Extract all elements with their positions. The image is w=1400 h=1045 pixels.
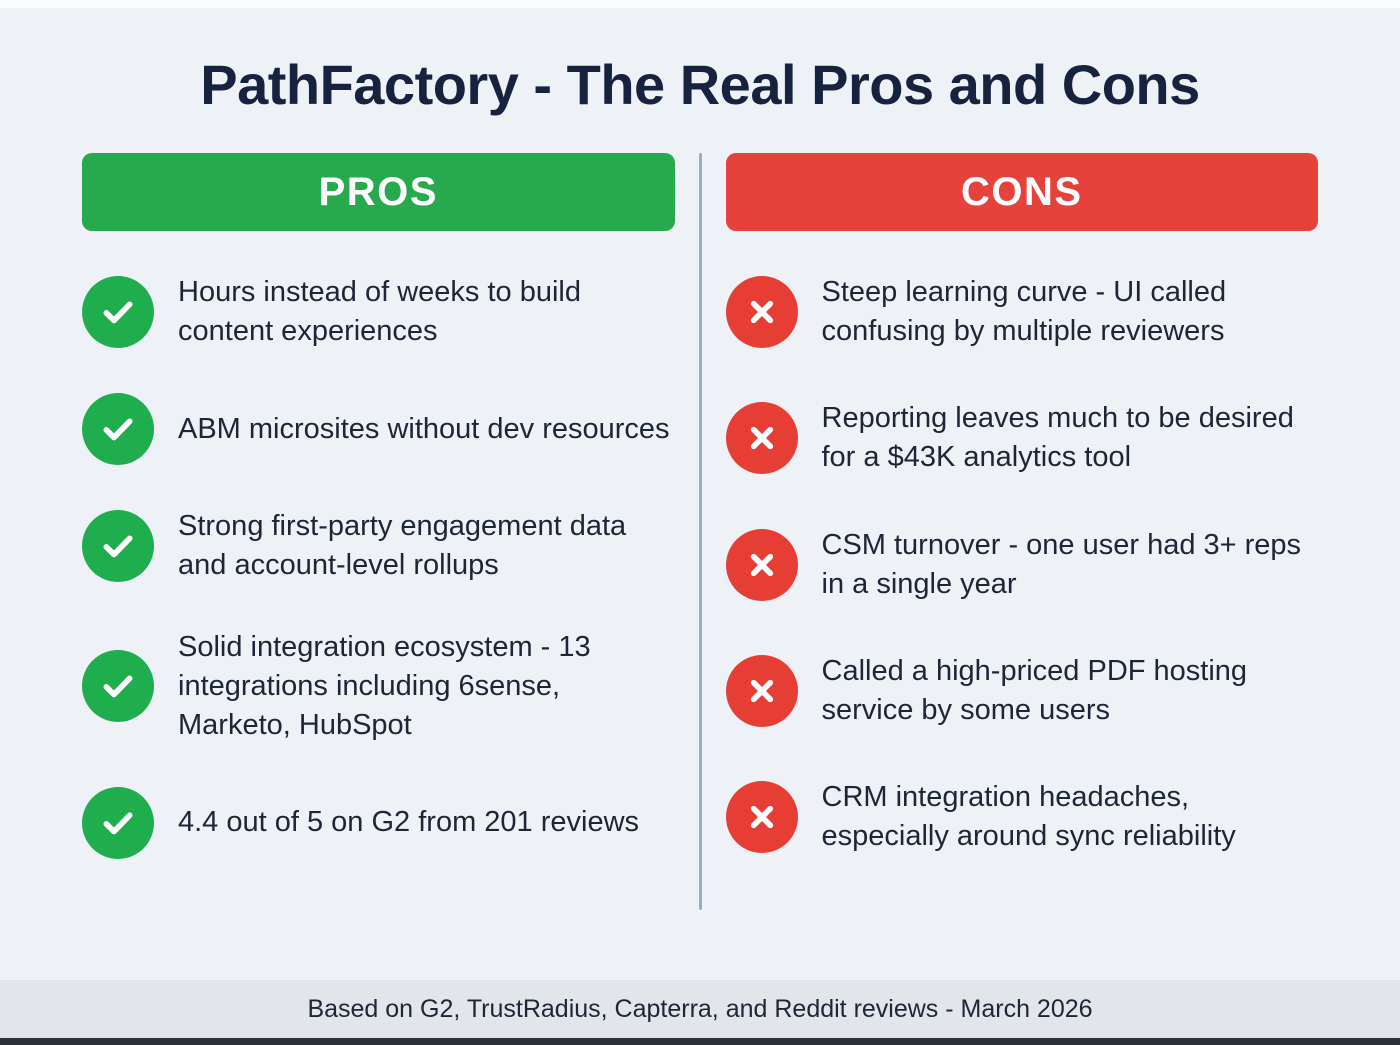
- comparison-columns: PROS Hours instead of weeks to build con…: [82, 153, 1318, 980]
- check-icon: [82, 510, 154, 583]
- x-icon: [725, 654, 798, 727]
- cons-list: Steep learning curve - UI called confusi…: [725, 273, 1319, 856]
- cons-item: Reporting leaves much to be desired for …: [725, 399, 1319, 477]
- column-divider: [698, 153, 702, 910]
- x-icon: [725, 402, 798, 475]
- cons-item: Called a high-priced PDF hosting service…: [725, 652, 1319, 730]
- pros-item-text: Strong first-party engagement data and a…: [178, 510, 627, 582]
- x-icon: [725, 276, 798, 349]
- cons-header: CONS: [725, 153, 1318, 231]
- cons-item-text: CRM integration headaches, especially ar…: [821, 781, 1236, 853]
- cons-item: CRM integration headaches, especially ar…: [725, 778, 1319, 856]
- pros-list: Hours instead of weeks to build content …: [82, 273, 675, 859]
- pros-column: PROS Hours instead of weeks to build con…: [82, 153, 675, 980]
- pros-item: ABM microsites without dev resources: [82, 393, 675, 466]
- page-title: PathFactory - The Real Pros and Cons: [200, 53, 1200, 116]
- footer-bar: Based on G2, TrustRadius, Capterra, and …: [0, 980, 1400, 1038]
- bottom-edge-strip: [0, 1038, 1400, 1045]
- pros-item: 4.4 out of 5 on G2 from 201 reviews: [82, 786, 675, 859]
- pros-header: PROS: [82, 153, 675, 231]
- check-icon: [82, 786, 154, 859]
- footer-note: Based on G2, TrustRadius, Capterra, and …: [307, 994, 1093, 1023]
- pros-item: Hours instead of weeks to build content …: [82, 273, 675, 351]
- x-icon: [725, 528, 798, 601]
- check-icon: [82, 276, 154, 349]
- cons-item: Steep learning curve - UI called confusi…: [725, 273, 1319, 351]
- cons-item-text: Called a high-priced PDF hosting service…: [821, 654, 1248, 726]
- cons-item-text: Steep learning curve - UI called confusi…: [821, 276, 1227, 348]
- pros-item-text: Solid integration ecosystem - 13 integra…: [178, 630, 591, 741]
- pros-item-text: ABM microsites without dev resources: [178, 412, 670, 445]
- cons-item-text: Reporting leaves much to be desired for …: [821, 402, 1294, 474]
- check-icon: [82, 650, 154, 723]
- cons-column: CONS Steep learning curve - UI called co…: [725, 153, 1319, 980]
- pros-item: Strong first-party engagement data and a…: [82, 507, 675, 585]
- cons-item-text: CSM turnover - one user had 3+ reps in a…: [821, 528, 1302, 600]
- cons-item: CSM turnover - one user had 3+ reps in a…: [725, 526, 1319, 604]
- check-icon: [82, 393, 154, 466]
- top-edge-strip: [0, 0, 1400, 8]
- pros-item-text: Hours instead of weeks to build content …: [178, 276, 581, 348]
- pros-item-text: 4.4 out of 5 on G2 from 201 reviews: [178, 806, 640, 839]
- x-icon: [725, 781, 798, 854]
- pros-item: Solid integration ecosystem - 13 integra…: [82, 628, 675, 745]
